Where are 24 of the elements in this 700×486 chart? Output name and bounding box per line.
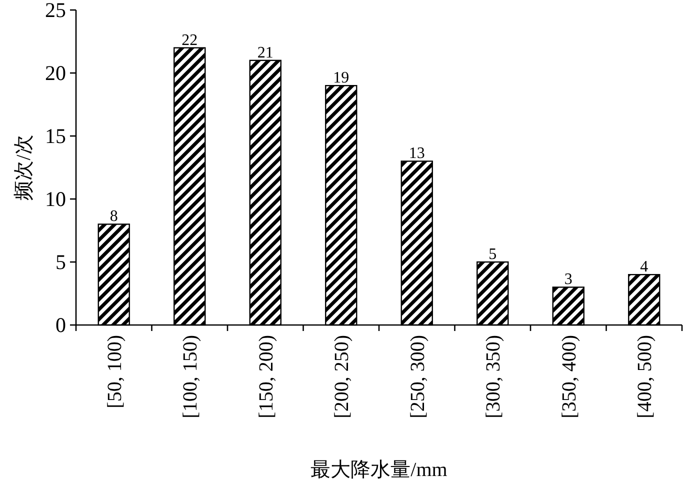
x-tick-label: [200, 250) [331, 335, 354, 418]
y-axis-title: 频次/次 [13, 134, 35, 200]
x-tick-label: [300, 350) [482, 335, 505, 418]
y-tick-label: 5 [56, 250, 66, 274]
y-tick-label: 20 [45, 61, 66, 85]
x-tick-label: [250, 300) [406, 335, 429, 418]
data-label: 22 [182, 32, 198, 49]
data-label: 19 [333, 70, 350, 87]
data-label: 13 [408, 145, 425, 162]
y-tick-label: 25 [45, 0, 66, 22]
data-label: 4 [640, 258, 648, 276]
x-tick-label: [350, 400) [558, 335, 580, 418]
data-label: 8 [110, 208, 118, 226]
x-tick-label: [400, 500) [634, 335, 656, 418]
x-tick-label: [100, 150) [180, 335, 202, 418]
y-tick-label: 15 [45, 124, 66, 148]
x-tick-label: [150, 200) [255, 335, 278, 418]
data-label: 5 [488, 246, 497, 263]
data-label: 3 [564, 271, 572, 288]
x-tick-label: [50, 100) [104, 335, 126, 408]
data-label: 21 [257, 44, 274, 62]
y-tick-label: 0 [56, 313, 66, 337]
x-axis-title: 最大降水量/mm [310, 459, 448, 481]
y-tick-label: 10 [45, 187, 66, 211]
